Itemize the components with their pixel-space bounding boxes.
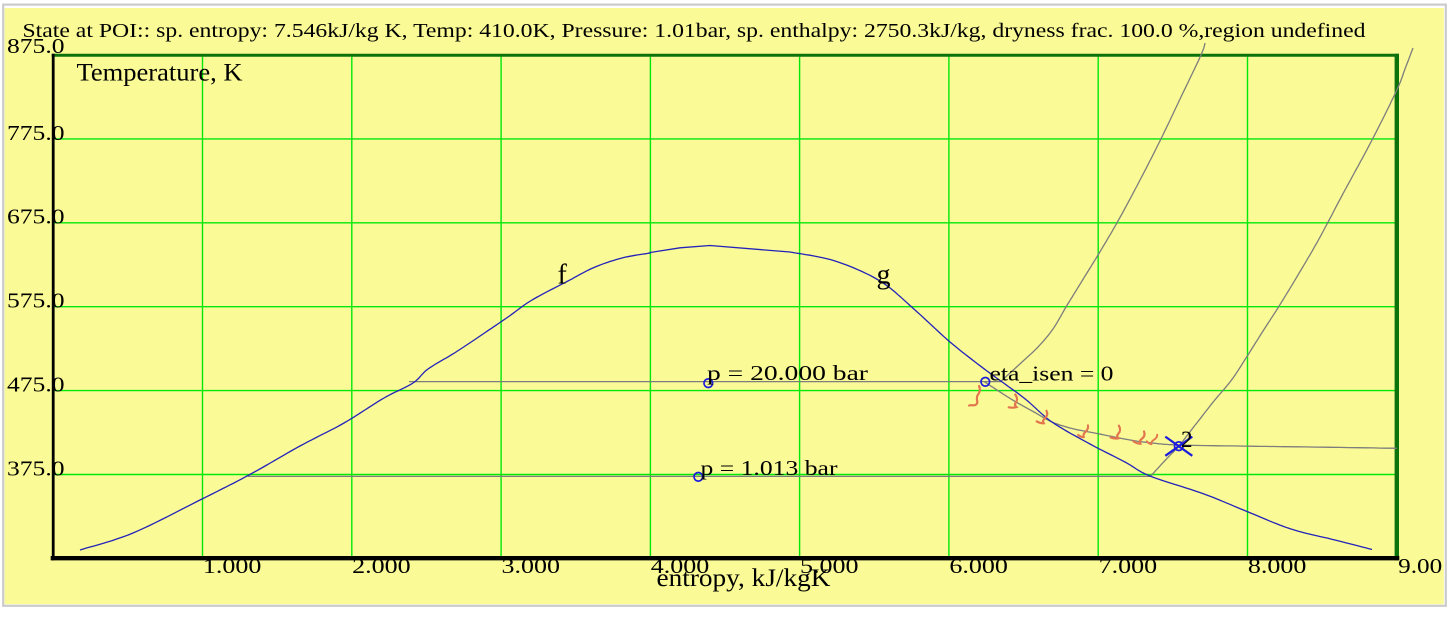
svg-text:5.000: 5.000 [800,554,859,578]
svg-text:3.000: 3.000 [501,554,560,578]
svg-text:entropy, kJ/kgK: entropy, kJ/kgK [657,565,831,592]
svg-text:1.000: 1.000 [203,554,262,578]
svg-text:675.0: 675.0 [7,205,65,229]
svg-text:6.000: 6.000 [949,554,1008,578]
svg-text:375.0: 375.0 [7,456,65,480]
svg-text:2: 2 [1181,427,1193,452]
svg-text:p = 1.013 bar: p = 1.013 bar [701,456,838,480]
svg-text:f: f [558,260,568,291]
svg-text:2.000: 2.000 [352,554,411,578]
svg-text:9.00: 9.00 [1398,554,1442,578]
svg-text:8.000: 8.000 [1248,554,1307,578]
svg-text:575.0: 575.0 [7,289,65,313]
svg-text:eta_isen = 0: eta_isen = 0 [990,361,1114,385]
svg-text:g: g [877,260,891,291]
svg-text:State at POI:: sp. entropy: 7.: State at POI:: sp. entropy: 7.546kJ/kg K… [23,20,1366,42]
svg-text:4.000: 4.000 [651,554,710,578]
svg-text:p = 20.000 bar: p = 20.000 bar [707,361,868,385]
svg-text:7.000: 7.000 [1099,554,1158,578]
svg-text:Temperature, K: Temperature, K [77,60,243,87]
svg-text:475.0: 475.0 [7,373,65,397]
svg-text:875.0: 875.0 [7,34,65,58]
svg-text:775.0: 775.0 [7,121,65,145]
